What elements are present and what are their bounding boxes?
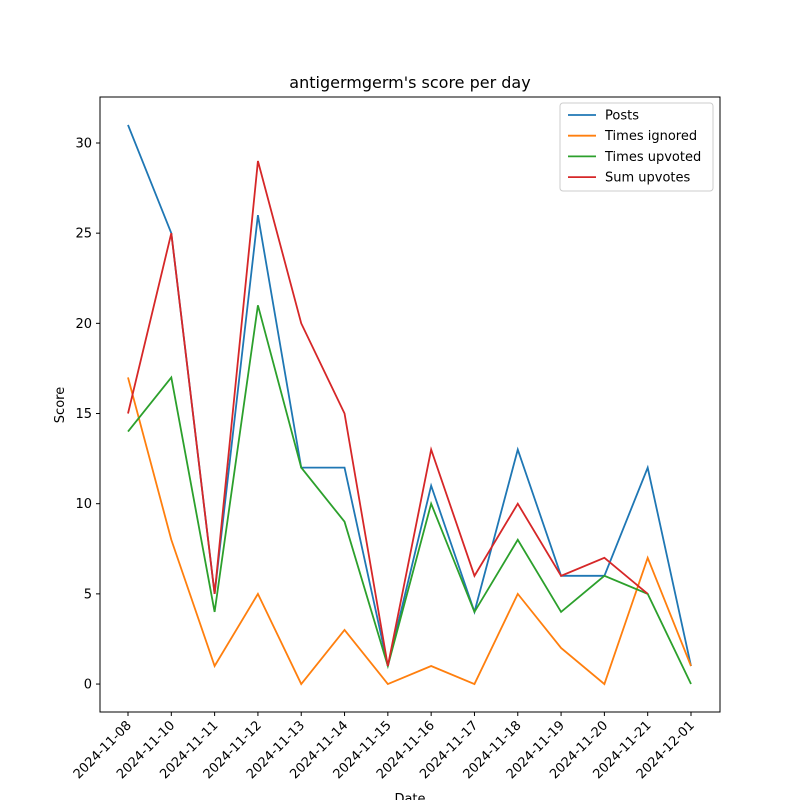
x-axis-label: Date	[394, 792, 425, 800]
legend-label: Sum upvotes	[605, 171, 691, 186]
chart-title: antigermgerm's score per day	[289, 73, 530, 92]
series-line	[127, 160, 649, 667]
y-tick-label: 20	[75, 317, 92, 332]
y-tick-label: 25	[75, 227, 92, 242]
legend-label: Posts	[605, 109, 639, 124]
series-line	[127, 377, 692, 686]
y-axis-label: Score	[53, 387, 68, 423]
legend-label: Times ignored	[604, 129, 697, 144]
series-line	[127, 305, 692, 685]
legend-box	[559, 102, 714, 192]
y-tick-label: 0	[84, 678, 92, 693]
y-tick-label: 15	[75, 407, 92, 422]
y-tick-label: 5	[84, 587, 92, 602]
plot-frame	[99, 96, 721, 713]
y-tick-label: 10	[75, 497, 92, 512]
legend-label: Times upvoted	[604, 150, 701, 165]
y-tick-label: 30	[75, 136, 92, 151]
